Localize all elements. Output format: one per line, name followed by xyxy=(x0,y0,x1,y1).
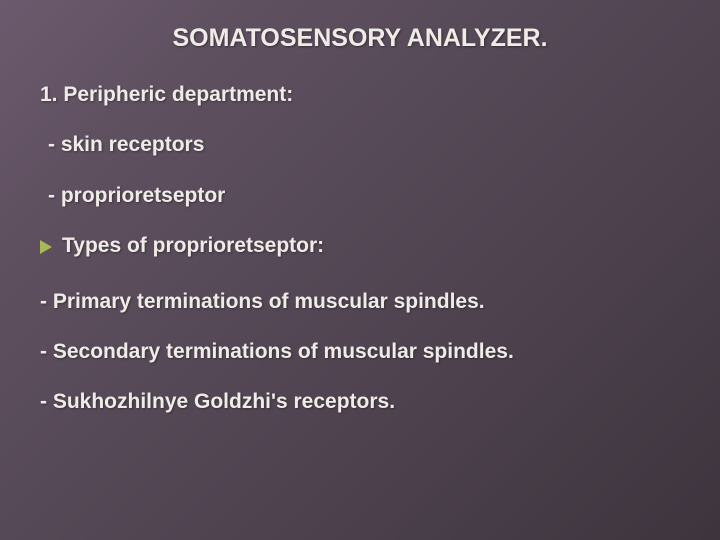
slide-container: SOMATOSENSORY ANALYZER. 1. Peripheric de… xyxy=(0,0,720,540)
item-skin-receptors: - skin receptors xyxy=(40,131,680,159)
slide-title: SOMATOSENSORY ANALYZER. xyxy=(40,24,680,53)
heading-peripheric: 1. Peripheric department: xyxy=(40,81,680,109)
item-proprioretseptor: - proprioretseptor xyxy=(40,182,680,210)
body-secondary-terminations: - Secondary terminations of muscular spi… xyxy=(40,332,680,372)
bullet-types-label: Types of proprioretseptor: xyxy=(62,232,324,260)
body-primary-terminations: - Primary terminations of muscular spind… xyxy=(40,282,680,322)
arrow-icon xyxy=(40,240,52,254)
bullet-types: Types of proprioretseptor: xyxy=(40,232,680,260)
body-goldzhi-receptors: - Sukhozhilnye Goldzhi's receptors. xyxy=(40,382,680,422)
